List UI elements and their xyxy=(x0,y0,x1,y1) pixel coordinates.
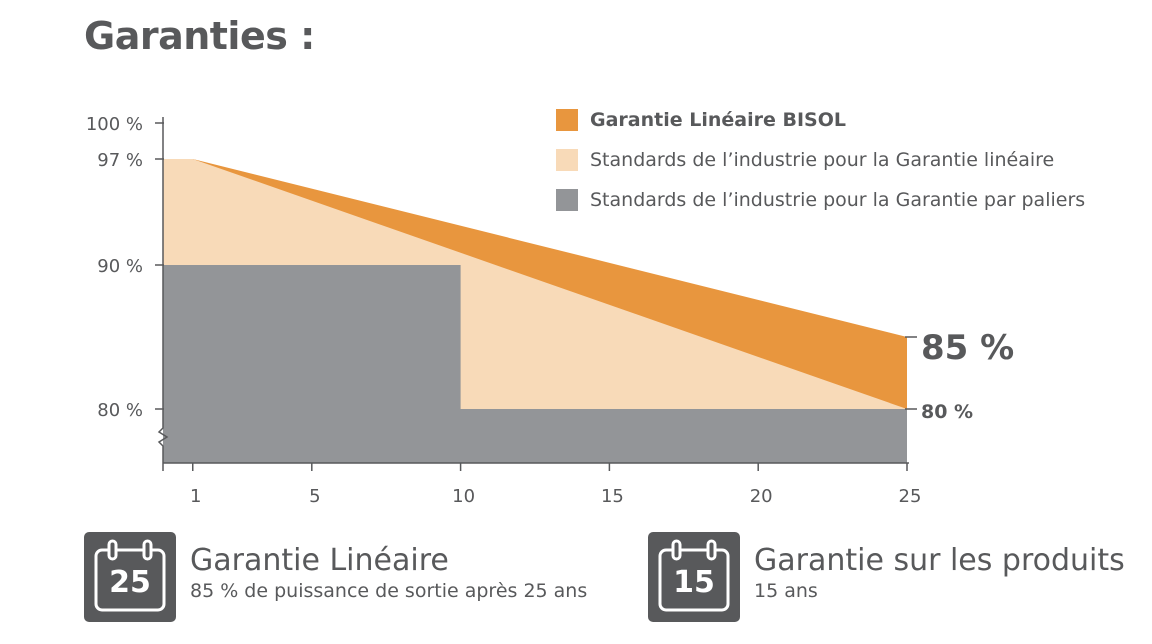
area-step-standard xyxy=(163,265,907,463)
calendar-number: 25 xyxy=(109,565,151,600)
legend-swatch-linear-standard xyxy=(556,149,578,171)
legend-label-step-standard: Standards de l’industrie pour la Garanti… xyxy=(590,189,1086,211)
calendar-number: 15 xyxy=(673,565,715,600)
warranty-subtitle: 15 ans xyxy=(754,580,818,602)
legend-item-step-standard: Standards de l’industrie pour la Garanti… xyxy=(556,180,1085,220)
y-tick-label: 97 % xyxy=(97,150,143,171)
page-title: Garanties : xyxy=(84,14,315,58)
x-tick-label: 25 xyxy=(899,486,922,507)
warranty-subtitle: 85 % de puissance de sortie après 25 ans xyxy=(190,580,588,602)
x-tick-label: 10 xyxy=(452,486,475,507)
calendar-icon: 15 xyxy=(648,532,740,622)
legend-item-bisol: Garantie Linéaire BISOL xyxy=(556,100,1085,140)
legend-label-bisol: Garantie Linéaire BISOL xyxy=(590,109,846,131)
x-tick-label: 15 xyxy=(601,486,624,507)
legend-swatch-step-standard xyxy=(556,189,578,211)
annotation-85: 85 % xyxy=(921,328,1014,368)
legend-label-linear-standard: Standards de l’industrie pour la Garanti… xyxy=(590,149,1055,171)
x-tick-label: 5 xyxy=(309,486,320,507)
warranty-products: 15 Garantie sur les produits 15 ans xyxy=(648,532,1125,622)
warranty-title: Garantie Linéaire xyxy=(190,543,449,578)
y-axis xyxy=(157,117,169,471)
x-tick-label: 20 xyxy=(750,486,773,507)
legend-item-linear-standard: Standards de l’industrie pour la Garanti… xyxy=(556,140,1085,180)
warranty-title: Garantie sur les produits xyxy=(754,543,1125,578)
y-tick-label: 100 % xyxy=(86,114,143,135)
warranty-chart: 100 %97 %90 %80 %1 5 10 15 20 25 85 %80 % xyxy=(86,114,1014,507)
y-tick-label: 90 % xyxy=(97,256,143,277)
y-tick-label: 80 % xyxy=(97,400,143,421)
annotation-80: 80 % xyxy=(921,401,973,423)
legend-swatch-bisol xyxy=(556,109,578,131)
calendar-icon: 25 xyxy=(84,532,176,622)
chart-legend: Garantie Linéaire BISOL Standards de l’i… xyxy=(556,100,1085,220)
x-tick-label: 1 xyxy=(190,486,201,507)
warranty-linear: 25 Garantie Linéaire 85 % de puissance d… xyxy=(84,532,587,622)
